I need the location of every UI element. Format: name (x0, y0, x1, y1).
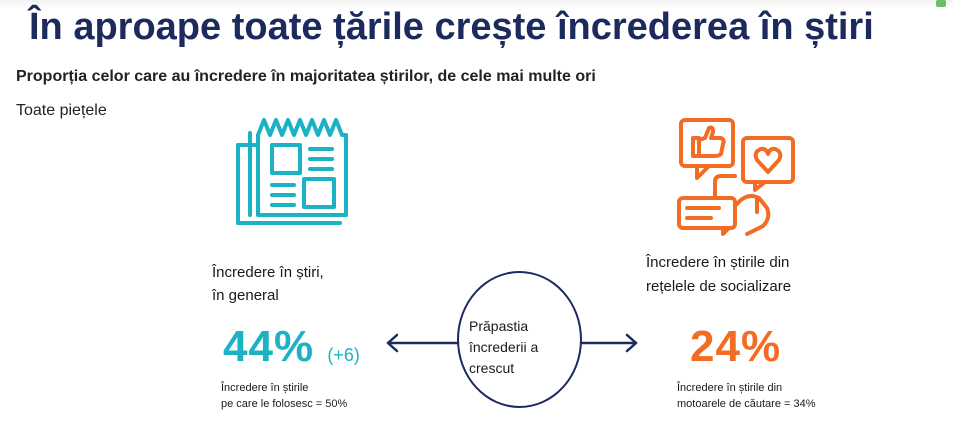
left-note-line2: pe care le folosesc = 50% (221, 398, 348, 410)
left-label-line2: în general (212, 287, 279, 304)
left-note-line1: Încredere în știrile (221, 382, 309, 394)
gap-text-line3: crescut (469, 360, 515, 376)
right-arrow-icon (580, 333, 638, 353)
right-label-line2: rețelele de socializare (646, 278, 792, 295)
right-note-line1: Încredere în știrile din (677, 382, 783, 394)
right-label-line1: Încredere în știrile din (646, 254, 790, 271)
gap-text: Prăpastia încrederii a crescut (469, 316, 538, 379)
scope-label: Toate piețele (16, 102, 107, 119)
page-title: În aproape toate țările crește încredere… (29, 6, 874, 48)
social-media-icon (677, 118, 795, 236)
page-subtitle: Proporția celor care au încredere în maj… (16, 68, 596, 85)
newspaper-icon (236, 118, 348, 225)
left-value: 44% (+6) (223, 322, 360, 372)
gap-circle (457, 271, 582, 408)
left-percent: 44% (223, 322, 315, 371)
corner-mark (936, 0, 946, 7)
right-value: 24% (690, 322, 782, 371)
left-arrow-icon (386, 333, 460, 353)
left-label-line1: Încredere în știri, (212, 264, 324, 281)
gap-text-line1: Prăpastia (469, 318, 529, 334)
right-note-line2: motoarele de căutare = 34% (677, 398, 816, 410)
gap-text-line2: încrederii a (469, 339, 539, 355)
top-bar (0, 0, 953, 8)
left-change: (+6) (327, 345, 360, 365)
